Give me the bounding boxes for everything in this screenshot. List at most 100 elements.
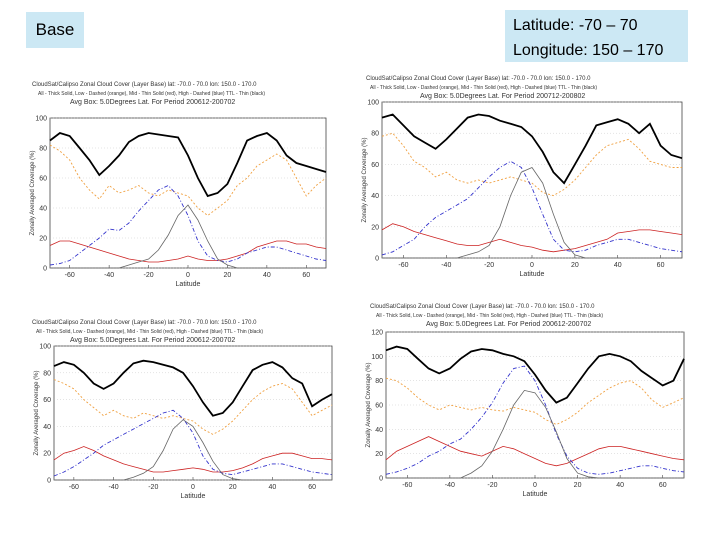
x-tick-labels: -60 -40 -20 0 20 40 60: [65, 272, 311, 279]
y-tick-label: 40: [371, 193, 379, 200]
chart-gridlines: [382, 101, 682, 259]
x-tick-label: -60: [65, 272, 75, 279]
y-tick-label: 20: [375, 451, 383, 458]
y-tick-label: 120: [371, 330, 383, 337]
plot-frame: [53, 345, 333, 481]
longitude-range-text: Longitude: 150 – 170: [513, 42, 664, 59]
x-tick-labels: -60 -40 -20 0 20 40 60: [69, 484, 316, 491]
chart-gridlines: [54, 345, 332, 481]
series-line-high: [381, 160, 683, 256]
x-tick-label: 60: [659, 482, 667, 489]
x-tick-label: 0: [530, 262, 534, 269]
y-tick-labels: 0 20 40 60 80 100 120: [371, 330, 383, 483]
y-tick-label: 60: [43, 397, 51, 404]
x-tick-label: -40: [441, 262, 451, 269]
plot-frame: [385, 331, 685, 479]
plot-frame: [381, 101, 683, 259]
series-line-high: [53, 409, 333, 477]
y-tick-label: 100: [371, 354, 383, 361]
y-tick-label: 20: [371, 224, 379, 231]
y-tick-labels: 0 20 40 60 80 100: [367, 100, 379, 263]
chart-subtitle: Avg Box: 5.0Degrees Lat. For Period 2006…: [70, 337, 235, 344]
x-axis-label: Latitude: [520, 271, 545, 278]
series-line-low: [385, 377, 685, 425]
chart-panel-bottom-right: CloudSat/Calipso Zonal Cloud Cover (Laye…: [356, 300, 692, 500]
y-tick-label: 60: [375, 403, 383, 410]
series-line-low: [381, 132, 682, 197]
x-tick-label: -40: [445, 482, 455, 489]
chart-gridlines: [50, 117, 326, 269]
y-tick-label: 0: [47, 478, 51, 485]
x-axis-label: Latitude: [181, 493, 206, 500]
region-label: Latitude: -70 – 70 Longitude: 150 – 170: [505, 10, 688, 62]
y-tick-label: 40: [43, 424, 51, 431]
series-line-high: [385, 365, 685, 475]
x-tick-label: 60: [302, 272, 310, 279]
x-tick-label: 20: [229, 484, 237, 491]
chart-title: CloudSat/Calipso Zonal Cloud Cover (Laye…: [32, 320, 257, 326]
chart-subtitle: Avg Box: 5.0Degrees Lat. For Period 2006…: [70, 99, 235, 106]
chart-title: CloudSat/Calipso Zonal Cloud Cover (Laye…: [370, 304, 595, 310]
series-line-mid: [381, 223, 683, 253]
x-tick-label: 60: [308, 484, 316, 491]
chart-panel-top-left: CloudSat/Calipso Zonal Cloud Cover (Laye…: [28, 78, 346, 290]
series-line-ttl: [54, 419, 332, 481]
chart-legend-text: All - Thick Solid, Low - Dashed (orange)…: [370, 85, 597, 91]
series-line-all: [49, 132, 327, 198]
chart-gridlines: [386, 331, 684, 479]
x-tick-labels: -60 -40 -20 0 20 40 60: [402, 482, 666, 489]
y-tick-label: 80: [371, 131, 379, 138]
x-tick-label: 20: [571, 262, 579, 269]
series-line-ttl: [50, 204, 326, 269]
y-tick-label: 40: [375, 427, 383, 434]
y-tick-label: 80: [43, 370, 51, 377]
chart-legend-text: All - Thick Solid, Low - Dashed (orange)…: [36, 329, 263, 335]
series-line-ttl: [386, 389, 684, 479]
layer-label-text: Base: [35, 20, 75, 39]
chart-subtitle: Avg Box: 5.0Degrees Lat. For Period 2007…: [420, 93, 585, 100]
x-tick-label: -20: [487, 482, 497, 489]
y-axis-label: Zonally Averaged Coverage (%): [362, 138, 368, 223]
y-tick-label: 0: [375, 256, 379, 263]
plot-frame: [49, 117, 327, 269]
series-line-low: [53, 379, 333, 435]
series-line-low: [49, 144, 327, 217]
x-tick-label: -20: [484, 262, 494, 269]
chart-title: CloudSat/Calipso Zonal Cloud Cover (Laye…: [366, 76, 591, 82]
x-tick-label: -60: [402, 482, 412, 489]
series-line-mid: [385, 436, 685, 467]
chart-subtitle: Avg Box: 5.0Degrees Lat. For Period 2006…: [426, 321, 591, 328]
x-tick-label: 40: [616, 482, 624, 489]
y-tick-label: 100: [39, 344, 51, 351]
chart-panel-top-right: CloudSat/Calipso Zonal Cloud Cover (Laye…: [360, 72, 688, 284]
y-tick-label: 80: [39, 146, 47, 153]
y-tick-labels: 0 20 40 60 80 100: [39, 344, 51, 485]
layer-label: Base: [26, 12, 84, 48]
series-line-mid: [53, 446, 333, 473]
y-tick-label: 100: [35, 116, 47, 123]
series-lines: [53, 359, 333, 481]
chart-svg: CloudSat/Calipso Zonal Cloud Cover (Laye…: [32, 320, 333, 500]
series-line-all: [53, 359, 333, 417]
x-tick-label: 40: [263, 272, 271, 279]
y-axis-label: Zonally Averaged Coverage (%): [34, 371, 40, 456]
x-tick-label: -40: [109, 484, 119, 491]
x-tick-label: 60: [657, 262, 665, 269]
x-tick-label: 40: [269, 484, 277, 491]
series-line-all: [385, 345, 685, 404]
chart-panel-bottom-left: CloudSat/Calipso Zonal Cloud Cover (Laye…: [20, 316, 340, 500]
series-lines: [49, 132, 327, 269]
x-tick-label: -20: [148, 484, 158, 491]
y-tick-label: 0: [379, 476, 383, 483]
series-lines: [381, 113, 683, 259]
y-tick-label: 80: [375, 378, 383, 385]
x-tick-label: -60: [69, 484, 79, 491]
x-tick-label: 20: [224, 272, 232, 279]
y-tick-label: 20: [39, 236, 47, 243]
chart-svg: CloudSat/Calipso Zonal Cloud Cover (Laye…: [362, 76, 683, 278]
y-tick-label: 60: [39, 176, 47, 183]
y-tick-label: 60: [371, 162, 379, 169]
series-line-high: [49, 184, 327, 266]
x-tick-label: 0: [191, 484, 195, 491]
series-line-ttl: [382, 167, 682, 259]
